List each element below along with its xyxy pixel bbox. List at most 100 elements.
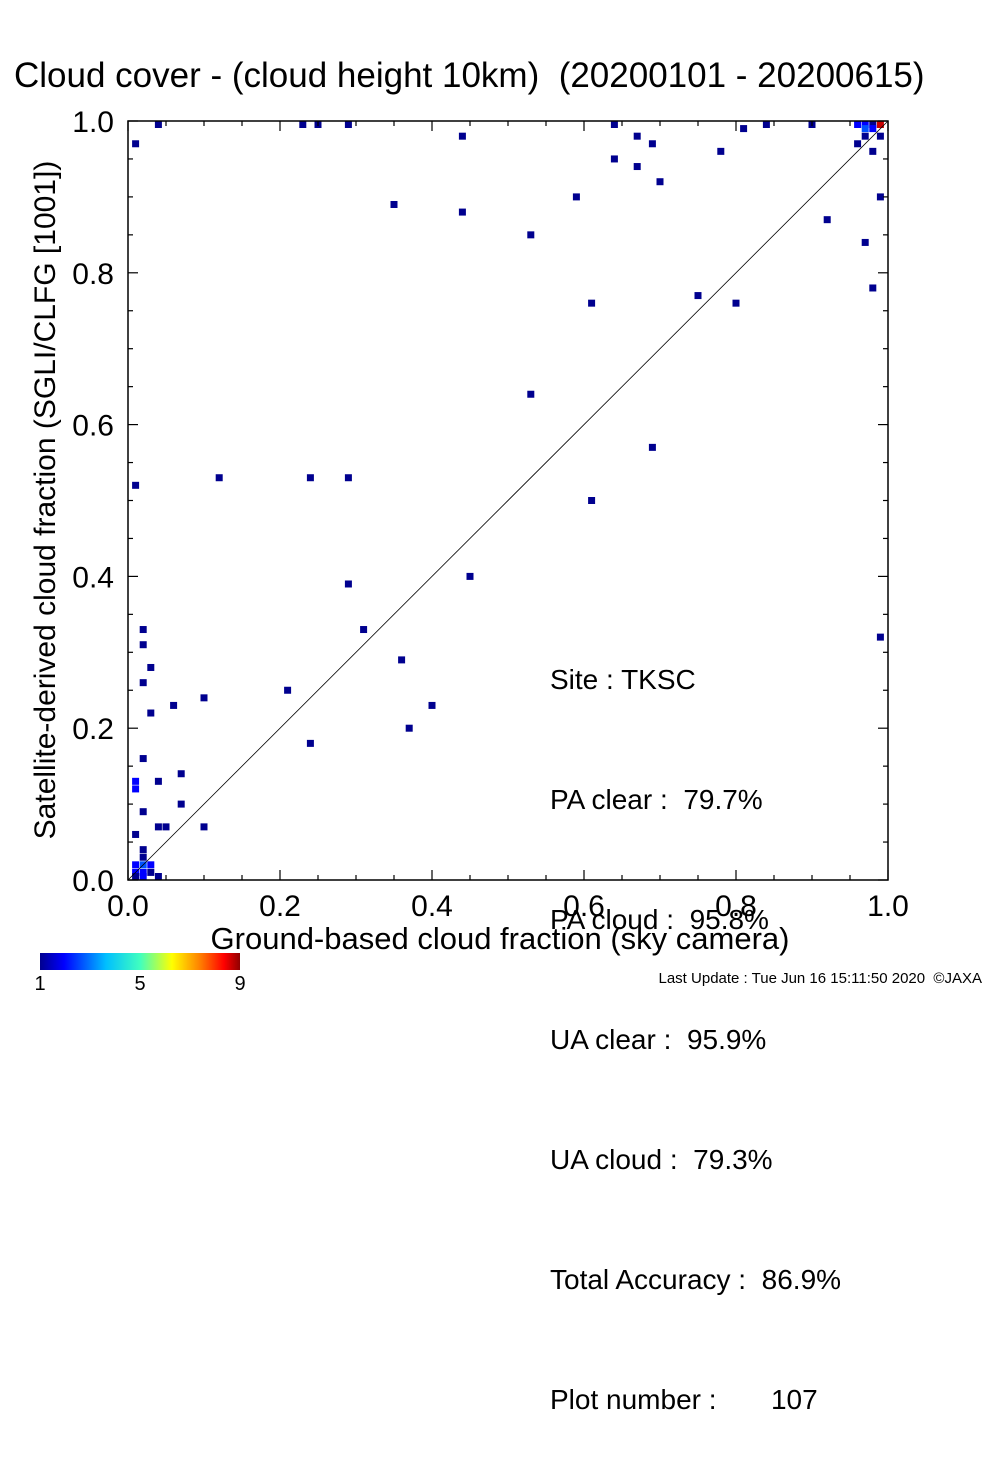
data-point-41 <box>139 679 147 687</box>
x-tick-label: 0.6 <box>563 890 605 923</box>
data-point-66 <box>139 868 147 876</box>
data-point-8 <box>633 132 641 140</box>
data-point-6 <box>610 121 618 128</box>
data-point-63 <box>132 861 140 869</box>
data-point-81 <box>869 147 877 155</box>
data-point-70 <box>132 873 140 880</box>
data-point-40 <box>147 663 155 671</box>
ua-clear-stat: UA clear : 95.9% <box>550 1024 767 1055</box>
data-point-11 <box>656 178 664 186</box>
data-point-29 <box>132 481 140 489</box>
data-point-2 <box>299 121 307 128</box>
data-point-17 <box>458 208 466 216</box>
data-point-27 <box>527 390 535 398</box>
data-point-71 <box>154 873 162 880</box>
plot-number-stat: Plot number : 107 <box>550 1384 818 1415</box>
data-point-23 <box>869 284 877 292</box>
data-point-38 <box>139 626 147 634</box>
data-point-31 <box>306 474 314 482</box>
data-point-49 <box>306 739 314 747</box>
data-point-50 <box>139 755 147 763</box>
data-point-7 <box>610 155 618 163</box>
data-point-18 <box>572 193 580 201</box>
y-tick-label: 0.4 <box>72 561 114 594</box>
data-point-30 <box>215 474 223 482</box>
data-point-53 <box>132 777 140 785</box>
data-point-13 <box>740 125 748 133</box>
data-point-5 <box>458 132 466 140</box>
data-point-19 <box>527 231 535 239</box>
data-point-35 <box>344 580 352 588</box>
y-axis-label: Satellite-derived cloud fraction (SGLI/C… <box>29 160 62 840</box>
total-accuracy-stat: Total Accuracy : 86.9% <box>550 1264 842 1295</box>
x-tick-label: 0.8 <box>715 890 757 923</box>
data-point-74 <box>869 121 877 128</box>
y-tick-label: 0.8 <box>72 258 114 291</box>
data-point-48 <box>405 724 413 732</box>
y-tick-label: 0.0 <box>72 865 114 898</box>
data-point-34 <box>466 572 474 580</box>
data-point-16 <box>390 200 398 208</box>
data-point-60 <box>132 830 140 838</box>
data-point-55 <box>177 800 185 808</box>
data-point-52 <box>154 777 162 785</box>
data-point-47 <box>428 701 436 709</box>
data-point-51 <box>177 770 185 778</box>
data-point-61 <box>139 846 147 854</box>
data-point-43 <box>284 686 292 694</box>
data-point-21 <box>861 238 869 246</box>
data-point-32 <box>344 474 352 482</box>
pa-clear-stat: PA clear : 79.7% <box>550 784 763 815</box>
data-point-75 <box>876 121 884 128</box>
data-point-58 <box>162 823 170 831</box>
data-point-59 <box>200 823 208 831</box>
data-point-76 <box>861 125 869 133</box>
data-point-54 <box>132 785 140 793</box>
data-point-39 <box>139 641 147 649</box>
data-point-10 <box>648 140 656 148</box>
data-point-28 <box>648 443 656 451</box>
data-point-25 <box>694 292 702 300</box>
x-tick-label: 0.0 <box>107 890 149 923</box>
data-point-56 <box>139 808 147 816</box>
data-point-22 <box>876 193 884 201</box>
data-point-57 <box>154 823 162 831</box>
data-point-4 <box>344 121 352 128</box>
data-point-44 <box>200 694 208 702</box>
data-point-73 <box>861 121 869 128</box>
data-point-65 <box>147 861 155 869</box>
ua-cloud-stat: UA cloud : 79.3% <box>550 1144 773 1175</box>
data-point-36 <box>360 626 368 634</box>
x-tick-label: 0.2 <box>259 890 301 923</box>
data-point-20 <box>823 216 831 224</box>
data-point-46 <box>147 709 155 717</box>
data-point-1 <box>154 121 162 128</box>
x-tick-label: 0.4 <box>411 890 453 923</box>
data-point-33 <box>588 497 596 504</box>
colorbar-tick-min: 1 <box>34 973 46 995</box>
data-point-78 <box>861 132 869 140</box>
cloud-fraction-chart: 0.0 0.2 0.4 0.6 0.8 1.0 0.0 0.2 0.4 0.6 0.8 1.0 <box>72 106 909 923</box>
y-tick-label: 0.6 <box>72 410 114 443</box>
data-point-42 <box>398 656 406 664</box>
data-point-12 <box>717 147 725 155</box>
colorbar-tick-max: 9 <box>234 973 246 995</box>
data-point-69 <box>139 873 147 880</box>
data-point-9 <box>633 163 641 171</box>
data-point-68 <box>147 868 155 876</box>
data-point-45 <box>170 701 178 709</box>
stats-panel: Site : TKSC PA clear : 79.7% PA cloud : … <box>550 580 841 1460</box>
data-point-77 <box>869 125 877 133</box>
one-to-one-line <box>127 120 889 881</box>
data-point-62 <box>139 853 147 861</box>
x-axis-label: Ground-based cloud fraction (sky camera) <box>210 921 790 956</box>
axis-ticks: 0.0 0.2 0.4 0.6 0.8 1.0 0.0 0.2 0.4 0.6 0.8 1.0 <box>72 106 909 923</box>
data-point-80 <box>854 140 862 148</box>
x-tick-label: 1.0 <box>867 890 909 923</box>
colorbar-tick-mid: 5 <box>134 973 146 995</box>
last-update-footer: Last Update : Tue Jun 16 15:11:50 2020 ©… <box>658 970 983 987</box>
data-point-79 <box>876 132 884 140</box>
y-tick-label: 1.0 <box>72 106 114 139</box>
data-point-0 <box>132 140 140 148</box>
data-point-26 <box>732 299 740 307</box>
